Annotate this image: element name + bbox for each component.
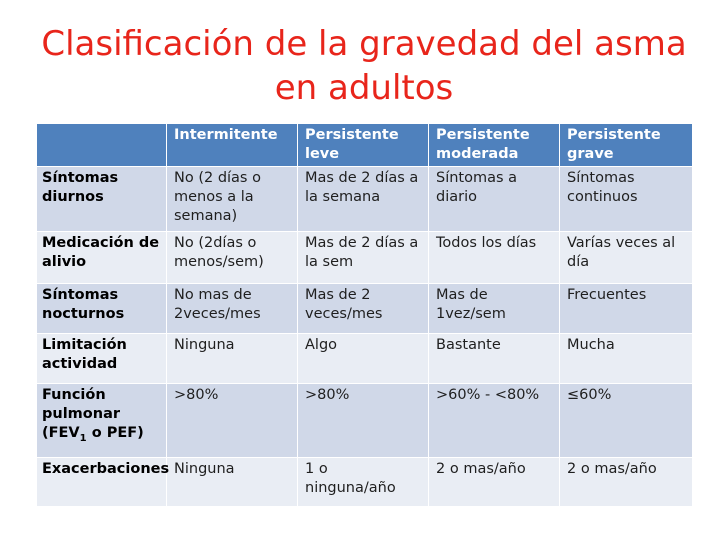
- row-label-fev-post: o PEF): [86, 425, 144, 441]
- table-cell: Síntomas a diario: [428, 166, 560, 232]
- table-row: Síntomas diurnos No (2 días o menos a la…: [36, 166, 693, 232]
- slide-title-line-2: en adultos: [274, 68, 454, 108]
- table-cell: No (2 días o menos a la semana): [166, 166, 298, 232]
- table-cell: Mucha: [559, 333, 693, 384]
- table-cell: Mas de 2 días a la semana: [297, 166, 429, 232]
- table-cell: >60% - <80%: [428, 383, 560, 458]
- table-cell: No (2días o menos/sem): [166, 231, 298, 284]
- table-cell: 2 o mas/año: [559, 457, 693, 507]
- table-cell: Ninguna: [166, 333, 298, 384]
- row-label-exacerbaciones: Exacerbaciones: [36, 457, 169, 507]
- slide-title: Clasificación de la gravedad del asma en…: [0, 22, 728, 110]
- table-row: Medicación de alivio No (2días o menos/s…: [36, 231, 693, 284]
- row-label-medicacion-alivio: Medicación de alivio: [36, 231, 167, 284]
- table-cell: Mas de 1vez/sem: [428, 283, 560, 334]
- table-cell: Mas de 2 veces/mes: [297, 283, 429, 334]
- table-cell: 1 o ninguna/año: [297, 457, 429, 507]
- table-row: Limitación actividad Ninguna Algo Bastan…: [36, 333, 693, 384]
- table-cell: >80%: [297, 383, 429, 458]
- row-label-funcion-pulmonar-main: Función pulmonar: [42, 387, 121, 422]
- table-cell: Bastante: [428, 333, 560, 384]
- table-cell: Todos los días: [428, 231, 560, 284]
- table-row: Función pulmonar (FEV1 o PEF) >80% >80% >…: [36, 383, 693, 458]
- table-cell: Algo: [297, 333, 429, 384]
- table-cell: >80%: [166, 383, 298, 458]
- table-row: Síntomas nocturnos No mas de 2veces/mes …: [36, 283, 693, 334]
- row-label-limitacion-actividad: Limitación actividad: [36, 333, 167, 384]
- table-cell: Frecuentes: [559, 283, 693, 334]
- row-label-funcion-pulmonar: Función pulmonar (FEV1 o PEF): [36, 383, 167, 458]
- table-cell: Mas de 2 días a la sem: [297, 231, 429, 284]
- row-label-sintomas-nocturnos: Síntomas nocturnos: [36, 283, 167, 334]
- header-persistente-grave: Persistente grave: [559, 123, 693, 167]
- table-cell: Varías veces al día: [559, 231, 693, 284]
- table-cell: 2 o mas/año: [428, 457, 560, 507]
- table-cell: ≤60%: [559, 383, 693, 458]
- header-persistente-moderada: Persistente moderada: [428, 123, 560, 167]
- row-label-fev-subscript: 1: [79, 432, 87, 444]
- row-label-fev-pre: (FEV: [42, 425, 80, 441]
- table-cell: Síntomas continuos: [559, 166, 693, 232]
- table-header-row: Intermitente Persistente leve Persistent…: [36, 123, 693, 167]
- table-cell: No mas de 2veces/mes: [166, 283, 298, 334]
- header-persistente-leve: Persistente leve: [297, 123, 429, 167]
- table-cell: Ninguna: [166, 457, 298, 507]
- asthma-severity-table: Intermitente Persistente leve Persistent…: [36, 123, 693, 507]
- row-label-sintomas-diurnos: Síntomas diurnos: [36, 166, 167, 232]
- slide-title-line-1: Clasificación de la gravedad del asma: [41, 24, 687, 64]
- table-row: Exacerbaciones Ninguna 1 o ninguna/año 2…: [36, 457, 693, 507]
- header-empty-cell: [36, 123, 167, 167]
- header-intermitente: Intermitente: [166, 123, 298, 167]
